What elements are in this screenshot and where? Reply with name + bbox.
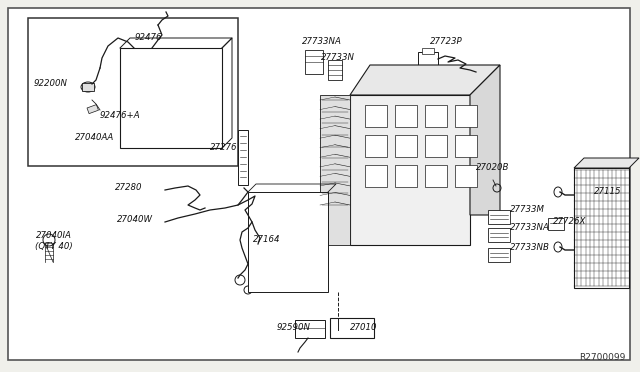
Bar [455, 105, 477, 127]
Ellipse shape [554, 242, 562, 252]
Bar [422, 48, 434, 54]
Bar [82, 83, 94, 91]
Bar [87, 105, 99, 113]
Text: 27280: 27280 [115, 183, 142, 192]
Text: 27733M: 27733M [510, 205, 545, 215]
Polygon shape [574, 158, 639, 168]
Text: 92476+A: 92476+A [100, 110, 140, 119]
Polygon shape [470, 65, 500, 215]
Text: 27164: 27164 [253, 235, 281, 244]
Bar [455, 165, 477, 187]
Bar [395, 165, 417, 187]
Ellipse shape [81, 82, 95, 92]
Bar [238, 130, 248, 185]
Bar [455, 135, 477, 157]
Text: 27010: 27010 [350, 324, 378, 333]
Bar [488, 248, 510, 262]
Bar [425, 165, 447, 187]
Text: R2700099: R2700099 [579, 353, 625, 362]
Text: 27040IA: 27040IA [36, 231, 72, 241]
Bar [248, 192, 328, 292]
Bar [488, 210, 510, 224]
Text: 92590N: 92590N [277, 324, 311, 333]
Bar [488, 228, 510, 242]
Bar [28, 18, 238, 166]
Bar [574, 168, 629, 288]
Text: 27040AA: 27040AA [76, 134, 115, 142]
Bar [120, 48, 222, 148]
Text: 27020B: 27020B [476, 164, 509, 173]
Text: 27723P: 27723P [429, 38, 462, 46]
Bar [365, 135, 387, 157]
Bar [328, 60, 342, 80]
Bar [395, 135, 417, 157]
Text: 27726X: 27726X [553, 218, 586, 227]
Text: 92476: 92476 [134, 33, 162, 42]
Circle shape [43, 234, 55, 246]
Text: 27040W: 27040W [117, 215, 153, 224]
Text: 27733NB: 27733NB [510, 244, 550, 253]
Bar [418, 52, 438, 66]
Text: 92200N: 92200N [34, 78, 68, 87]
Bar [425, 105, 447, 127]
Text: 27733N: 27733N [321, 54, 355, 62]
Bar [365, 105, 387, 127]
Bar [295, 320, 325, 338]
Text: 27733NA: 27733NA [302, 38, 342, 46]
Text: 27276: 27276 [209, 144, 237, 153]
Text: 27115: 27115 [595, 187, 621, 196]
Bar [305, 50, 323, 74]
Polygon shape [350, 65, 500, 95]
Bar [330, 318, 374, 338]
Bar [365, 165, 387, 187]
Text: 27733NA: 27733NA [510, 224, 550, 232]
Bar [425, 135, 447, 157]
Bar [395, 105, 417, 127]
Ellipse shape [554, 187, 562, 197]
Bar [320, 95, 350, 245]
FancyBboxPatch shape [8, 8, 630, 360]
Bar [548, 218, 564, 230]
Bar [350, 95, 470, 245]
Text: (QTY 40): (QTY 40) [35, 241, 73, 250]
